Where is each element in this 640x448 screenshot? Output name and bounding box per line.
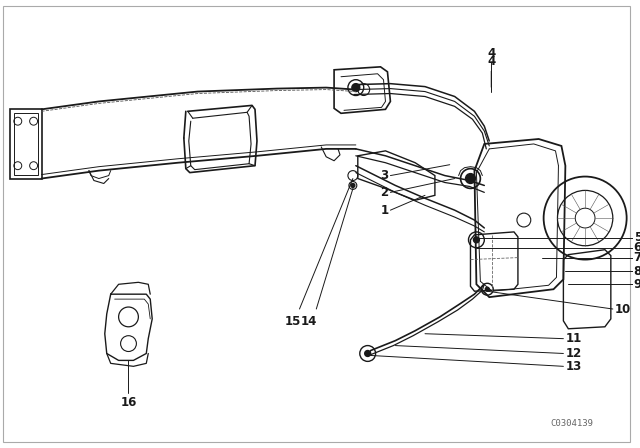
Text: 12: 12 (565, 347, 582, 360)
Circle shape (352, 84, 360, 91)
Circle shape (351, 184, 355, 187)
Text: 10: 10 (615, 302, 631, 315)
Text: 13: 13 (565, 360, 582, 373)
Circle shape (474, 237, 479, 243)
Text: C0304139: C0304139 (550, 418, 593, 427)
Text: 7: 7 (634, 251, 640, 264)
Text: 8: 8 (634, 265, 640, 278)
Circle shape (365, 350, 371, 357)
Text: 15: 15 (284, 315, 301, 328)
Text: 2: 2 (380, 186, 388, 199)
Text: 9: 9 (634, 278, 640, 291)
Text: 14: 14 (300, 315, 317, 328)
Text: 16: 16 (120, 396, 137, 409)
Circle shape (465, 173, 476, 184)
Text: 11: 11 (565, 332, 582, 345)
Text: 5: 5 (634, 231, 640, 244)
Circle shape (485, 287, 489, 291)
Text: 1: 1 (380, 204, 388, 217)
Text: 4: 4 (487, 56, 495, 87)
Text: 3: 3 (380, 169, 388, 182)
Text: 4: 4 (487, 47, 495, 60)
Text: 6: 6 (634, 241, 640, 254)
